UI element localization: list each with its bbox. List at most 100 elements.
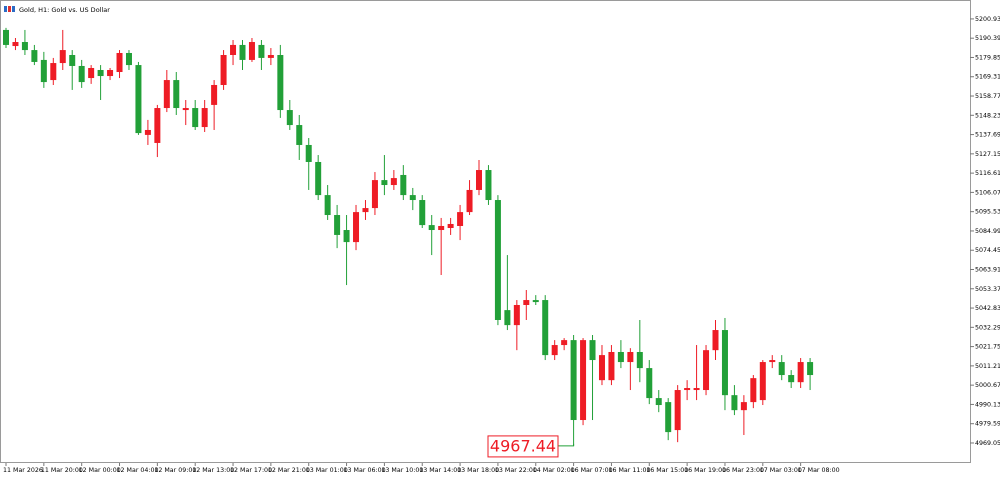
candle-body [797,362,804,383]
candle-body [381,180,388,186]
x-tick-label: 13 Mar 10:00 [381,467,423,474]
x-tick-label: 16 Mar 15:00 [646,467,688,474]
y-tick-label: 5179.85 [975,54,1000,61]
candle-body [513,304,520,326]
y-tick-label: 5200.93 [975,16,1000,23]
candle-body [230,44,237,55]
candle-body [296,125,303,145]
candle-body [409,195,416,201]
candle-body [21,42,28,51]
candle-body [154,108,161,143]
candle-body [248,42,255,60]
candle-body [88,67,95,79]
candle-body [580,340,587,421]
candle-body [211,84,218,105]
candle-body [570,340,577,421]
candle-body [703,350,710,391]
candle-body [438,225,445,231]
candle-body [182,108,189,111]
symbol-icon [4,6,15,12]
candle-body [50,63,57,81]
y-tick-label: 5084.99 [975,228,1000,235]
candle-body [778,362,785,376]
candle-body [759,362,766,401]
candle-body [125,52,132,66]
y-tick-label: 5063.91 [975,266,1000,273]
candle-body [258,44,265,58]
x-tick-label: 16 Mar 07:00 [571,467,613,474]
candle-body [3,29,9,45]
candle-body [750,378,757,403]
y-tick-label: 5127.15 [975,151,1000,158]
annotation-box [487,435,559,458]
candle-body [788,375,795,383]
x-tick-label: 13 Mar 18:00 [457,467,499,474]
candle-body [40,59,47,83]
candle-body [315,161,322,196]
y-tick-label: 4969.05 [975,440,1000,447]
candle-body [608,351,615,381]
x-tick-label: 11 Mar 2026 [3,467,43,474]
candle-body [447,223,454,229]
candle-body [428,225,435,231]
candle-body [532,300,539,303]
candle-body [561,340,568,346]
annotation-label: 4967.44 [490,436,556,455]
x-tick-label: 17 Mar 08:00 [798,467,840,474]
candle-body [334,215,341,235]
y-tick-label: 5148.23 [975,112,1000,119]
y-tick-label: 5190.39 [975,35,1000,42]
candle-body [712,330,719,351]
candle-body [419,200,426,226]
y-tick-label: 5053.37 [975,286,1000,293]
candle-body [627,351,634,363]
candle-body [173,80,180,109]
y-tick-label: 5095.53 [975,209,1000,216]
x-tick-label: 12 Mar 00:00 [79,467,121,474]
y-tick-label: 4990.13 [975,401,1000,408]
candle-body [523,300,530,305]
candle-body [135,65,142,134]
candle-body [163,80,170,109]
candle-body [646,368,653,399]
x-tick-label: 16 Mar 23:00 [722,467,764,474]
y-tick-label: 4979.59 [975,421,1000,428]
x-tick-label: 17 Mar 03:00 [760,467,802,474]
candle-body [31,50,38,62]
chart-title: Gold, H1: Gold vs. US Dollar [19,6,110,14]
y-tick-label: 5158.77 [975,93,1000,100]
candle-body [343,230,350,243]
candle-body [542,300,549,356]
candle-body [589,340,596,361]
y-tick-label: 5000.67 [975,382,1000,389]
candle-body [286,110,293,126]
candle-body [476,170,482,190]
x-tick-label: 14 Mar 02:00 [533,467,575,474]
y-tick-label: 5021.75 [975,344,1000,351]
x-tick-label: 13 Mar 22:00 [495,467,537,474]
candle-body [721,330,728,396]
x-tick-label: 16 Mar 19:00 [684,467,726,474]
y-tick-label: 5137.69 [975,132,1000,139]
candle-body [617,351,624,363]
y-tick-label: 5032.29 [975,324,1000,331]
candle-body [324,195,331,216]
x-tick-label: 12 Mar 21:00 [268,467,310,474]
candle-body [655,398,662,406]
candle-body [305,144,312,162]
x-tick-label: 16 Mar 11:00 [608,467,650,474]
annotation-leader [558,443,575,447]
candle-body [144,129,151,135]
x-tick-label: 13 Mar 14:00 [419,467,461,474]
y-tick-label: 5042.83 [975,305,1000,312]
y-tick-label: 5169.31 [975,74,1000,81]
candle-body [693,388,700,391]
candle-body [457,212,464,226]
candle-body [69,54,76,66]
candle-body [78,65,85,83]
plot-frame [0,0,971,463]
candle-body [504,310,511,326]
candle-body [636,351,643,369]
x-tick-label: 13 Mar 06:00 [344,467,386,474]
